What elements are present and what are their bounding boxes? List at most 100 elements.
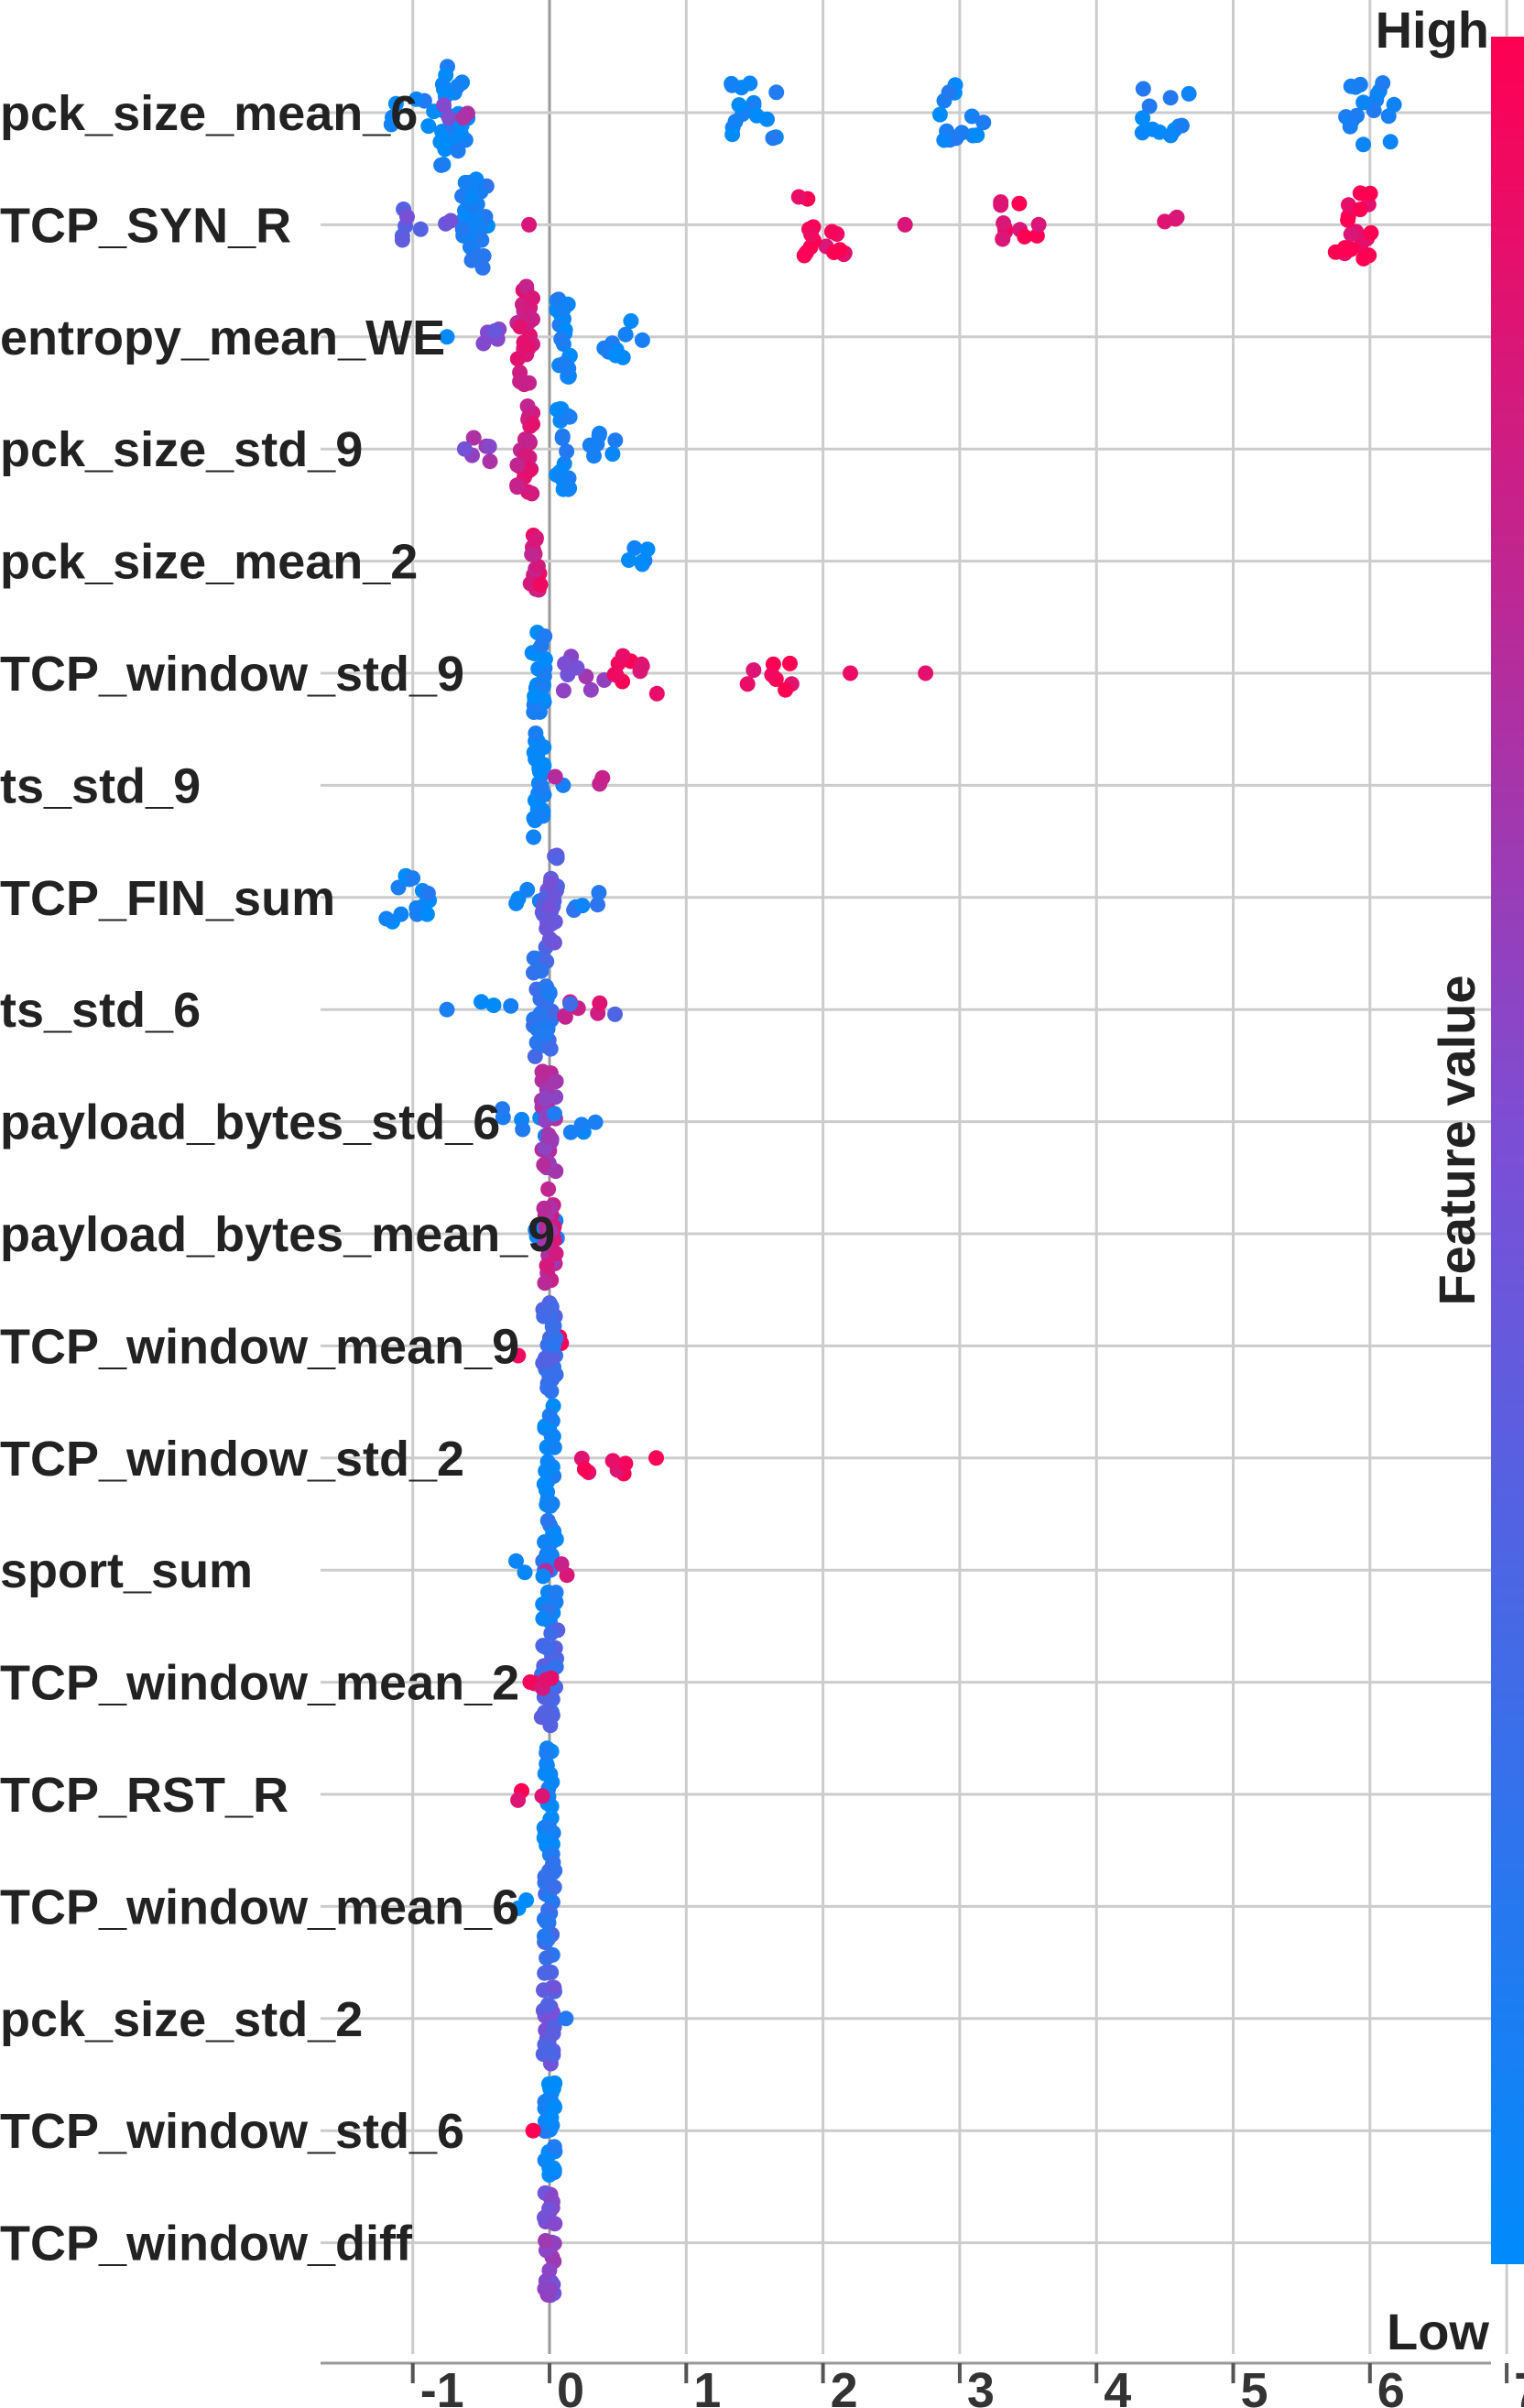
data-point: [531, 763, 548, 779]
data-point: [537, 1026, 553, 1042]
data-point: [508, 1553, 524, 1569]
data-point: [591, 427, 607, 443]
data-point: [519, 881, 536, 898]
data-point: [442, 212, 459, 229]
data-point: [1343, 241, 1359, 257]
data-point: [462, 239, 478, 256]
data-point: [537, 1534, 553, 1551]
data-point: [541, 985, 558, 1001]
data-point: [536, 1928, 552, 1945]
data-point: [482, 453, 498, 470]
data-point: [433, 157, 450, 173]
data-point: [561, 360, 577, 376]
data-point: [540, 1818, 557, 1835]
data-point: [823, 223, 840, 240]
data-point: [1169, 209, 1185, 225]
data-point: [587, 1114, 604, 1130]
data-point: [434, 76, 451, 93]
data-point: [419, 885, 436, 901]
x-tick-label: 3: [967, 2363, 995, 2408]
data-point: [536, 739, 552, 756]
data-point: [569, 659, 585, 676]
data-point: [604, 446, 621, 463]
data-point: [539, 1640, 556, 1657]
data-point: [541, 1407, 558, 1423]
data-point: [535, 1610, 551, 1627]
data-point: [541, 2200, 558, 2217]
data-point: [1382, 134, 1399, 150]
data-point: [542, 1223, 559, 1238]
data-point: [1375, 75, 1391, 92]
data-point: [573, 1117, 590, 1133]
feature-label: ts_std_6: [0, 983, 201, 1038]
data-point: [626, 539, 643, 556]
data-point: [931, 106, 948, 123]
data-point: [548, 1531, 564, 1548]
data-point: [509, 351, 526, 367]
data-point: [553, 331, 570, 347]
data-point: [543, 1625, 560, 1641]
data-point: [547, 2099, 563, 2116]
data-point: [1135, 81, 1151, 97]
data-point: [1173, 117, 1190, 134]
data-point: [450, 78, 466, 94]
data-point: [383, 116, 399, 133]
data-point: [512, 319, 528, 335]
data-point: [528, 531, 544, 548]
feature-label: pck_size_std_2: [0, 1992, 363, 2047]
data-point: [509, 457, 526, 474]
data-point: [495, 1101, 510, 1117]
data-point: [538, 1090, 554, 1106]
data-point: [545, 2025, 561, 2042]
data-point: [547, 1106, 562, 1122]
data-point: [993, 197, 1009, 213]
data-point: [527, 688, 543, 704]
data-point: [953, 125, 970, 141]
data-point: [562, 1124, 579, 1140]
data-point: [555, 682, 572, 699]
data-point: [393, 906, 409, 922]
data-point: [539, 1997, 556, 2013]
data-point: [521, 433, 538, 450]
data-point: [539, 1454, 556, 1470]
feature-label: TCP_window_std_9: [0, 647, 464, 702]
data-point: [465, 430, 482, 446]
data-point: [545, 1854, 561, 1870]
data-point: [439, 1001, 455, 1018]
data-point: [547, 768, 563, 785]
data-point: [1342, 118, 1358, 135]
data-point: [582, 681, 599, 698]
data-point: [995, 231, 1011, 247]
data-point: [408, 91, 425, 107]
data-point: [590, 897, 605, 913]
data-point: [535, 1568, 551, 1585]
data-point: [525, 2122, 541, 2139]
data-point: [537, 1869, 553, 1885]
data-point: [521, 216, 538, 233]
data-point: [485, 997, 502, 1014]
data-point: [782, 655, 798, 671]
data-point: [420, 118, 437, 135]
data-point: [540, 1128, 557, 1145]
data-point: [724, 126, 741, 143]
data-point: [536, 1157, 552, 1173]
data-point: [538, 2233, 554, 2249]
x-tick-label: 2: [831, 2363, 858, 2408]
data-point: [522, 1674, 539, 1690]
data-point: [1352, 202, 1368, 218]
data-point: [1355, 136, 1371, 153]
data-point: [455, 110, 472, 126]
data-point: [1340, 212, 1356, 228]
data-point: [607, 1006, 623, 1022]
data-point: [553, 1556, 570, 1573]
data-point: [615, 648, 631, 664]
data-point: [746, 662, 762, 679]
data-point: [1352, 76, 1368, 93]
feature-label: entropy_mean_WE: [0, 311, 445, 365]
data-point: [1363, 224, 1379, 241]
colorbar-title: Feature value: [1428, 975, 1486, 1305]
feature-label: payload_bytes_mean_9: [0, 1207, 555, 1262]
data-point: [1135, 110, 1151, 126]
data-point: [790, 189, 807, 205]
feature-label: TCP_window_std_2: [0, 1432, 464, 1487]
